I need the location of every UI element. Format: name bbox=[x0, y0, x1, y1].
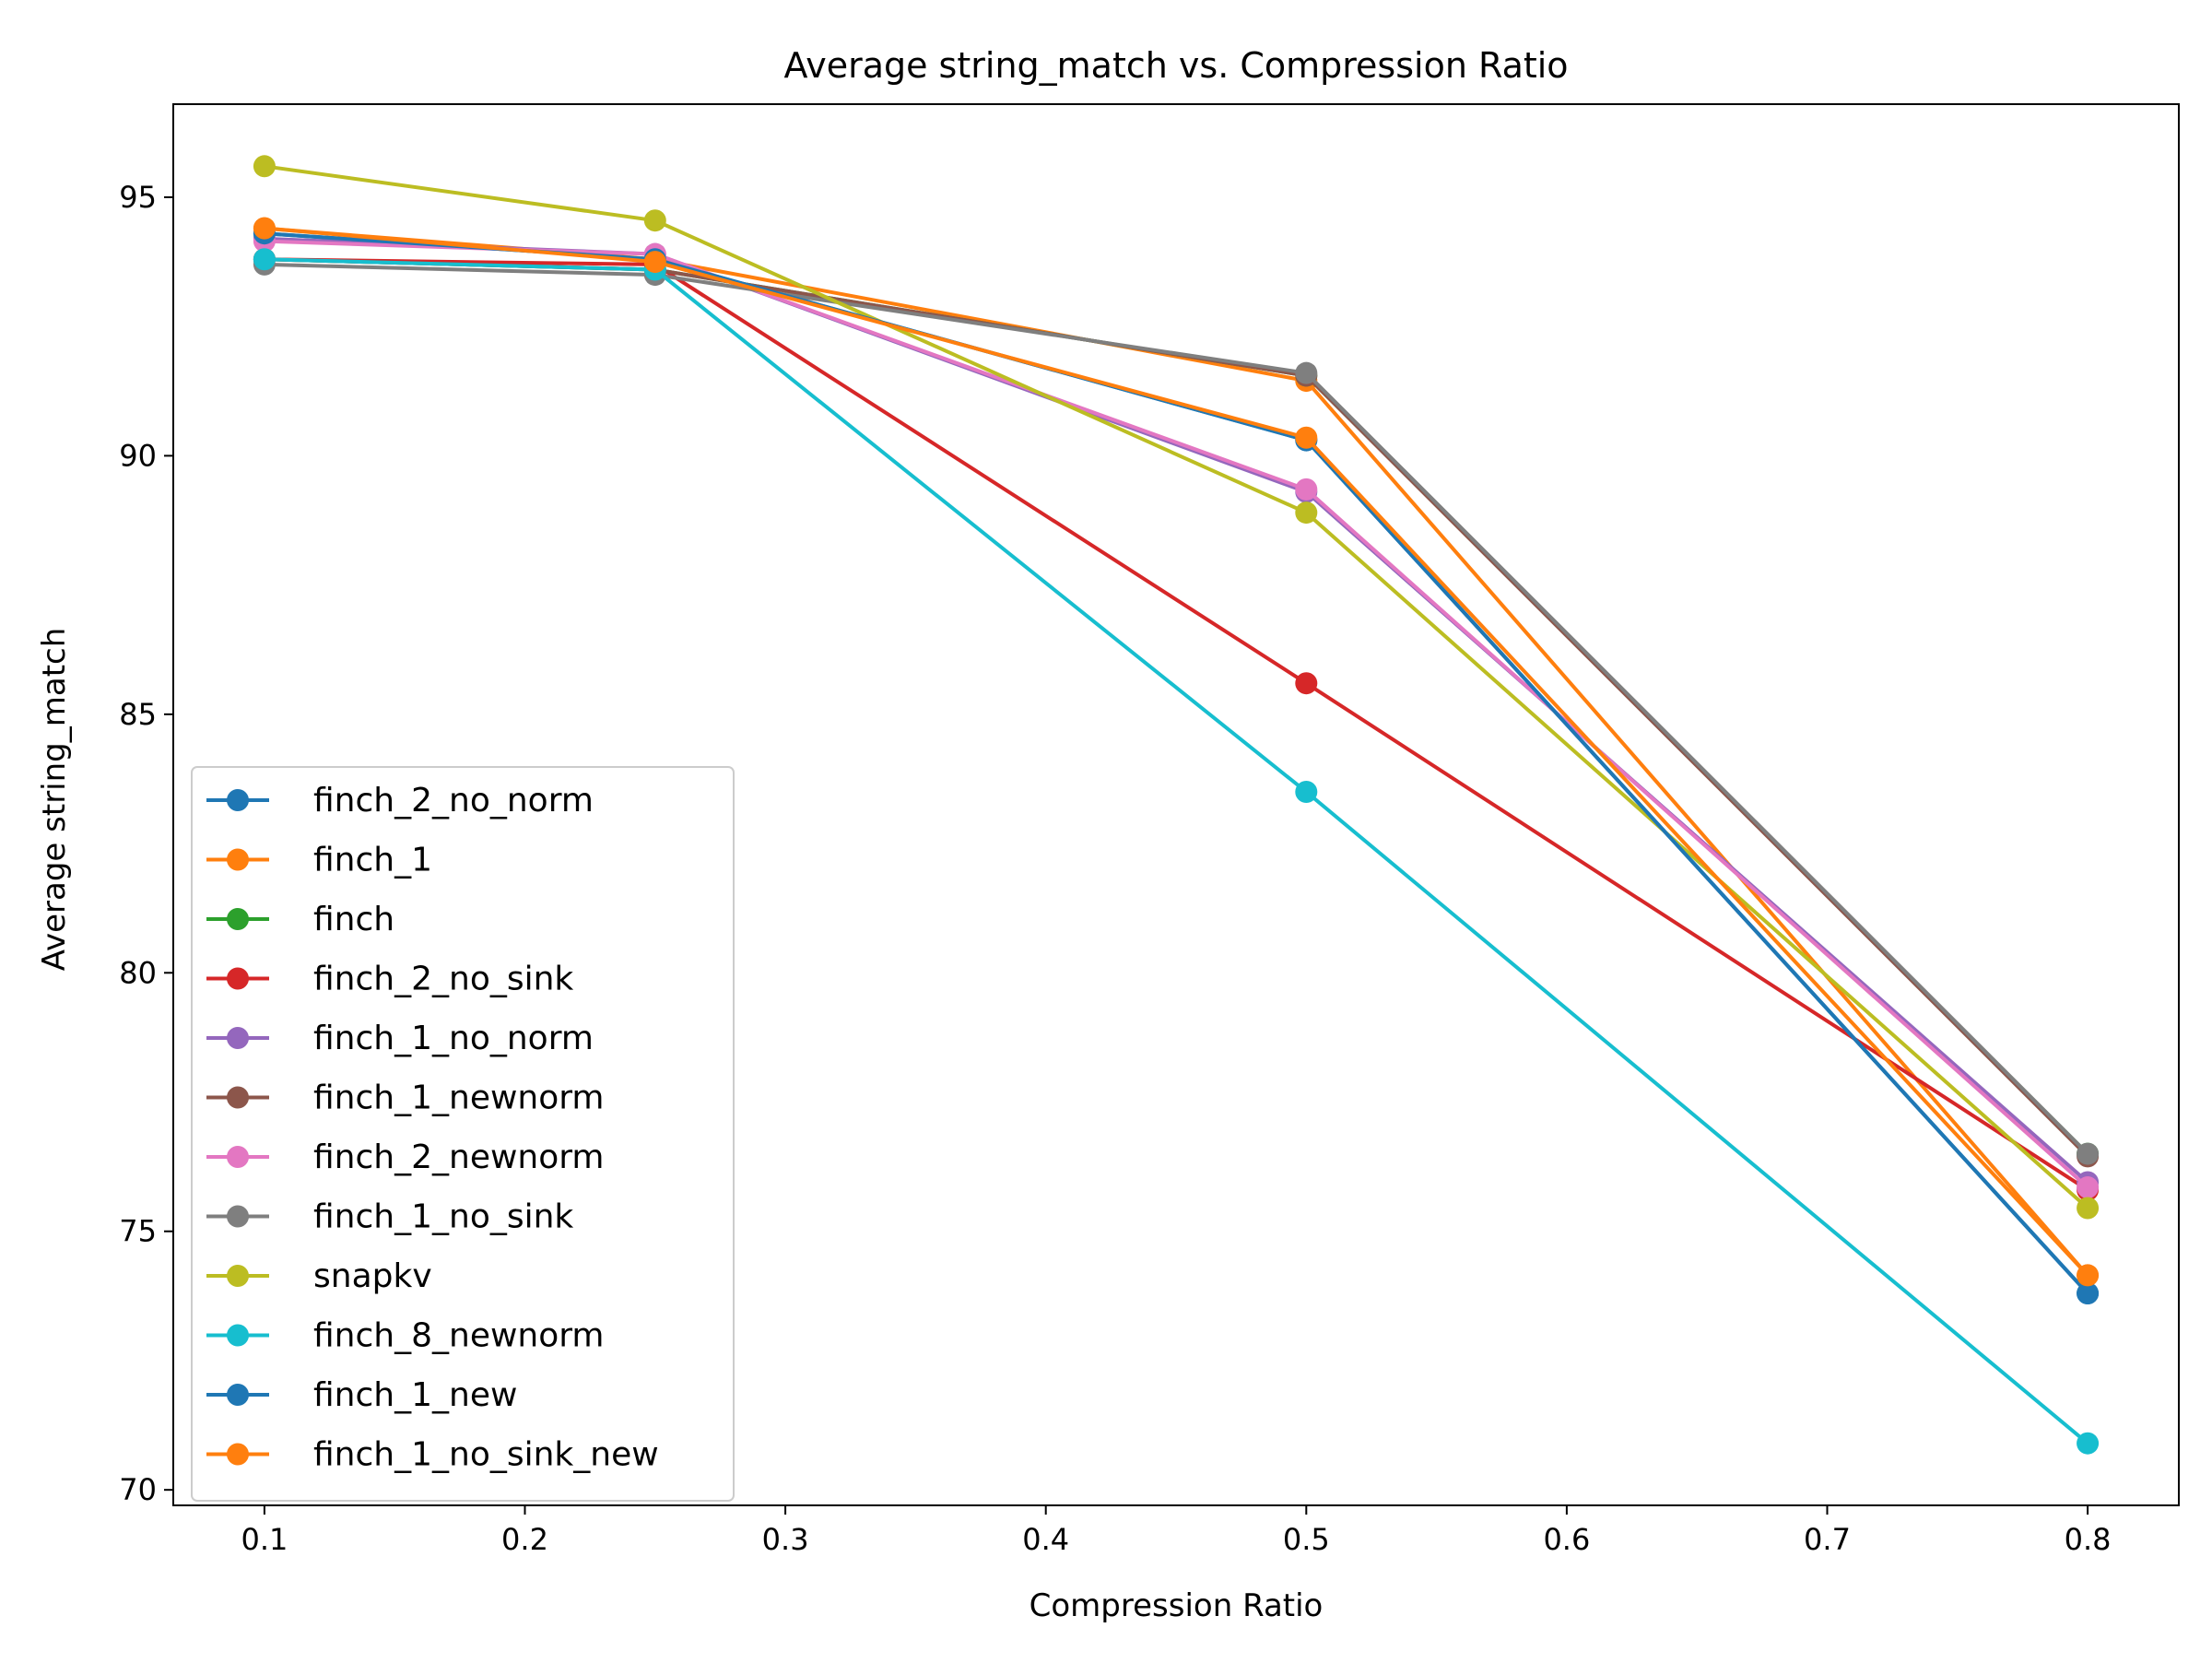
y-tick-label: 95 bbox=[119, 180, 157, 215]
legend-item: finch_1 bbox=[206, 842, 432, 879]
series-line bbox=[264, 226, 2089, 1277]
plot-area bbox=[253, 155, 2100, 1455]
legend-label: finch_1_newnorm bbox=[313, 1079, 605, 1117]
y-tick-label: 90 bbox=[119, 438, 157, 473]
legend-swatch-marker bbox=[227, 789, 249, 811]
y-axis-label: Average string_match bbox=[36, 628, 73, 972]
data-point bbox=[1295, 426, 1318, 449]
legend-label: finch_2_no_norm bbox=[313, 782, 594, 820]
legend-swatch-marker bbox=[227, 1265, 249, 1287]
x-tick-label: 0.3 bbox=[762, 1522, 809, 1557]
series-line bbox=[264, 257, 2089, 1445]
legend-item: finch_2_no_sink bbox=[206, 961, 573, 998]
x-axis-label: Compression Ratio bbox=[1030, 1587, 1324, 1624]
x-tick-label: 0.5 bbox=[1283, 1522, 1330, 1557]
data-point bbox=[1295, 478, 1318, 501]
data-point bbox=[253, 248, 276, 271]
legend-swatch-marker bbox=[227, 1027, 249, 1049]
legend-label: snapkv bbox=[313, 1257, 432, 1295]
legend-swatch-marker bbox=[227, 1324, 249, 1347]
data-point bbox=[643, 209, 666, 232]
legend-label: finch_1_new bbox=[313, 1376, 517, 1414]
legend-item: finch_2_newnorm bbox=[206, 1138, 605, 1176]
series-snapkv bbox=[253, 155, 2100, 1220]
legend-item: finch_2_no_norm bbox=[206, 782, 594, 820]
data-point bbox=[1295, 501, 1318, 525]
legend-item: finch_1_no_sink bbox=[206, 1198, 573, 1236]
series-line bbox=[264, 257, 2089, 1192]
data-point bbox=[2077, 1432, 2100, 1455]
legend-label: finch_1_no_sink_new bbox=[313, 1436, 659, 1474]
legend-label: finch_1_no_norm bbox=[313, 1020, 594, 1057]
data-point bbox=[253, 217, 276, 240]
series-line bbox=[264, 262, 2089, 1156]
legend-label: finch_2_newnorm bbox=[313, 1138, 605, 1176]
data-point bbox=[2077, 1176, 2100, 1199]
chart-title: Average string_match vs. Compression Rat… bbox=[783, 45, 1568, 86]
legend-label: finch_8_newnorm bbox=[313, 1317, 605, 1355]
data-point bbox=[2077, 1282, 2100, 1305]
data-point bbox=[2077, 1197, 2100, 1220]
legend-label: finch_1_no_sink bbox=[313, 1198, 573, 1236]
x-tick-label: 0.8 bbox=[2065, 1522, 2112, 1557]
x-axis-ticks: 0.1 0.2 0.3 0.4 0.5 0.6 0.7 0.8 bbox=[241, 1505, 2112, 1557]
x-tick-label: 0.1 bbox=[241, 1522, 288, 1557]
legend-swatch-marker bbox=[227, 1086, 249, 1109]
legend-swatch-marker bbox=[227, 1205, 249, 1228]
legend-swatch-marker bbox=[227, 1384, 249, 1406]
legend-item: snapkv bbox=[206, 1257, 432, 1295]
legend-label: finch_1 bbox=[313, 842, 432, 879]
x-tick-label: 0.6 bbox=[1543, 1522, 1590, 1557]
legend-swatch-marker bbox=[227, 908, 249, 930]
legend-item: finch_1_newnorm bbox=[206, 1079, 605, 1117]
plot-frame bbox=[172, 103, 2180, 1506]
data-point bbox=[2077, 1264, 2100, 1287]
legend-label: finch bbox=[313, 901, 394, 938]
legend-box bbox=[191, 766, 735, 1502]
series-finch-1-no-sink-new bbox=[253, 217, 2100, 1287]
data-point bbox=[1295, 780, 1318, 803]
data-point bbox=[2077, 1142, 2100, 1165]
legend-item: finch_1_no_norm bbox=[206, 1020, 594, 1057]
data-point bbox=[1295, 361, 1318, 384]
x-tick-label: 0.7 bbox=[1804, 1522, 1851, 1557]
x-tick-label: 0.4 bbox=[1022, 1522, 1069, 1557]
y-axis-ticks: 70 75 80 85 90 95 bbox=[119, 180, 173, 1507]
y-tick-label: 80 bbox=[119, 955, 157, 990]
data-point bbox=[1295, 672, 1318, 695]
y-tick-label: 75 bbox=[119, 1214, 157, 1249]
legend-item: finch_1_no_sink_new bbox=[206, 1436, 659, 1474]
legend-swatch-marker bbox=[227, 1443, 249, 1466]
legend-item: finch_8_newnorm bbox=[206, 1317, 605, 1355]
data-point bbox=[253, 155, 276, 178]
legend-item: finch_1_new bbox=[206, 1376, 517, 1414]
series-line bbox=[264, 164, 2089, 1209]
y-tick-label: 85 bbox=[119, 697, 157, 732]
legend-label: finch_2_no_sink bbox=[313, 961, 573, 998]
y-tick-label: 70 bbox=[119, 1472, 157, 1507]
legend-item: finch bbox=[206, 901, 394, 938]
data-point bbox=[643, 251, 666, 274]
legend-swatch-marker bbox=[227, 967, 249, 990]
x-tick-label: 0.2 bbox=[501, 1522, 548, 1557]
legend-swatch-marker bbox=[227, 1146, 249, 1168]
legend-swatch-marker bbox=[227, 848, 249, 871]
